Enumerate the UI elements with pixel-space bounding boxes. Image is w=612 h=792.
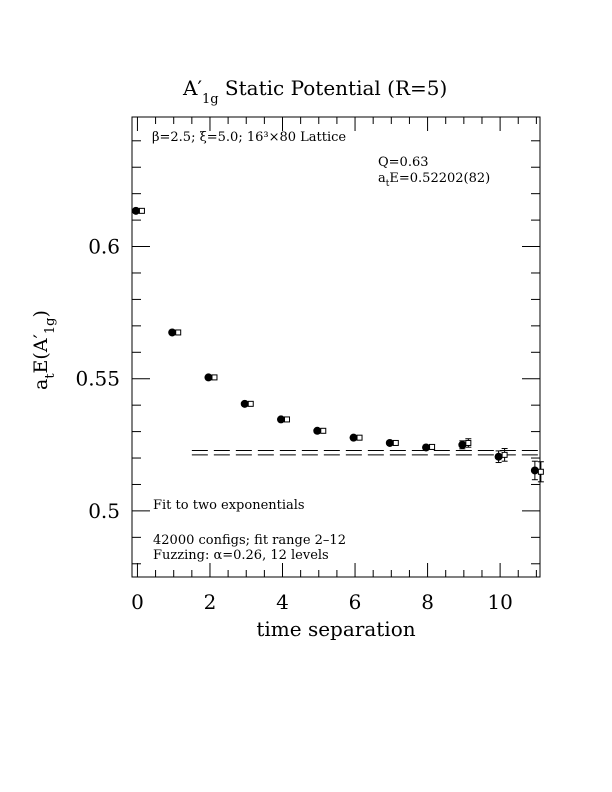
fuzzing-annotation: Fuzzing: α=0.26, 12 levels <box>153 548 329 563</box>
data-point-square <box>138 207 145 214</box>
data-point-square <box>392 439 399 446</box>
data-layer <box>131 206 544 483</box>
data-point-square <box>465 439 472 446</box>
data-point-circle <box>131 206 140 215</box>
plot-frame <box>131 116 541 578</box>
y-tick-label: 0.55 <box>75 367 120 391</box>
data-point-square <box>175 329 182 336</box>
x-tick-label: 8 <box>421 590 434 614</box>
svg-text:atE(A′1g): atE(A′1g) <box>30 310 58 390</box>
x-tick-label: 10 <box>487 590 512 614</box>
data-point-circle <box>422 443 431 452</box>
fit-annotation: Fit to two exponentials <box>153 498 305 513</box>
q-annotation: Q=0.63 <box>378 155 429 170</box>
y-tick-label: 0.6 <box>88 235 120 259</box>
data-point-circle <box>458 440 467 449</box>
data-point-circle <box>313 426 322 435</box>
configs-annotation: 42000 configs; fit range 2–12 <box>153 533 346 548</box>
y-axis-label: atE(A′1g) <box>30 310 58 390</box>
x-axis-label: time separation <box>256 617 415 641</box>
x-tick-label: 4 <box>276 590 289 614</box>
data-point-square <box>211 374 218 381</box>
data-point-circle <box>168 328 177 337</box>
data-point-circle <box>349 433 358 442</box>
data-point-circle <box>494 452 503 461</box>
data-point-square <box>501 451 508 458</box>
data-point-square <box>284 416 291 423</box>
x-tick-label: 6 <box>349 590 362 614</box>
y-tick-label: 0.5 <box>88 499 120 523</box>
data-point-circle <box>277 415 286 424</box>
x-tick-label: 0 <box>131 590 144 614</box>
data-point-square <box>320 427 327 434</box>
x-tick-label: 2 <box>204 590 217 614</box>
data-point-square <box>247 400 254 407</box>
ticks-layer: 0 2 4 6 8 10 0.5 0.55 0.6 <box>75 117 540 614</box>
data-point-square <box>429 443 436 450</box>
data-point-square <box>537 468 544 475</box>
chart-title: A′1g Static Potential (R=5) <box>182 76 447 107</box>
energy-annotation: atE=0.52202(82) <box>378 171 490 189</box>
lattice-annotation: β=2.5; ξ=5.0; 16³×80 Lattice <box>152 130 346 145</box>
data-point-circle <box>530 466 539 475</box>
data-point-square <box>356 434 363 441</box>
data-point-circle <box>204 373 213 382</box>
fit-band-layer <box>191 450 540 456</box>
data-point-circle <box>240 399 249 408</box>
data-point-circle <box>385 438 394 447</box>
